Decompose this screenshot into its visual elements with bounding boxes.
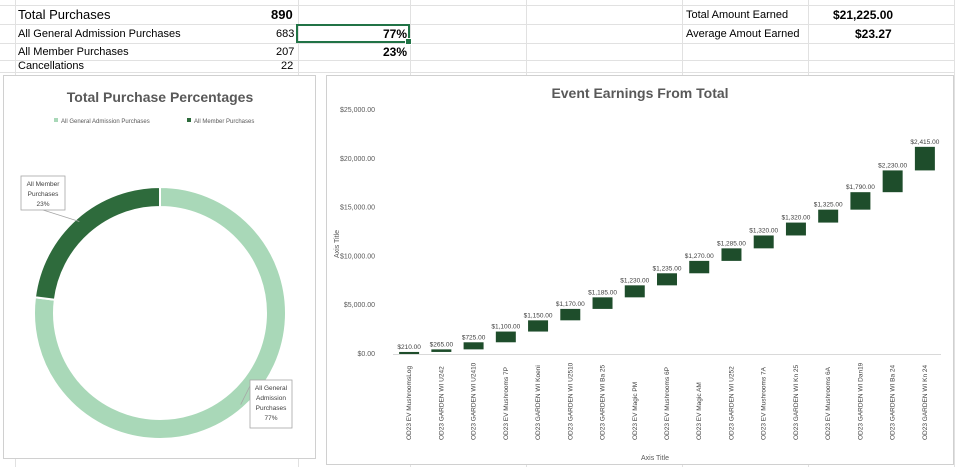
cell-cancellations-label[interactable]: Cancellations xyxy=(18,60,85,72)
waterfall-bar-2[interactable] xyxy=(431,349,452,352)
y-tick-label: $0.00 xyxy=(357,351,375,358)
callout-leader xyxy=(240,385,251,405)
cell-total-purchases-value[interactable]: 890 xyxy=(271,7,293,22)
waterfall-bar-14[interactable] xyxy=(818,209,839,223)
data-label-16: $2,230.00 xyxy=(878,162,907,169)
doughnut-chart-title: Total Purchase Percentages xyxy=(67,89,254,105)
data-label-10: $1,270.00 xyxy=(685,253,714,260)
x-tick-label-3: OD23 GARDEN WI U2410 xyxy=(471,362,478,440)
data-callout-2[interactable]: All Member Purchases 23% xyxy=(20,175,80,222)
waterfall-chart-title: Event Earnings From Total xyxy=(551,85,728,101)
selected-cell[interactable] xyxy=(296,24,412,45)
x-tick-label-5: OD23 GARDEN WI Koeni xyxy=(535,365,542,440)
waterfall-bar-9[interactable] xyxy=(657,273,677,286)
callout-leader xyxy=(42,209,80,222)
waterfall-chart-canvas: Event Earnings From Total Axis Title Axi… xyxy=(334,85,941,462)
y-tick-label: $15,000.00 xyxy=(340,205,375,212)
cell-total-purchases-label[interactable]: Total Purchases xyxy=(18,7,111,22)
cell-average-earned-label[interactable]: Average Amout Earned xyxy=(686,28,800,40)
waterfall-bar-15[interactable] xyxy=(850,192,871,210)
data-label-1: $210.00 xyxy=(397,344,421,351)
x-tick-label-12: OD23 EV Mushrooms 7A xyxy=(761,366,768,440)
waterfall-bar-8[interactable] xyxy=(624,285,645,298)
fill-handle[interactable] xyxy=(405,38,412,45)
data-label-7: $1,185.00 xyxy=(588,289,617,296)
y-tick-label: $25,000.00 xyxy=(340,107,375,114)
data-label-15: $1,790.00 xyxy=(846,184,875,191)
data-label-17: $2,415.00 xyxy=(910,139,939,146)
waterfall-bar-1[interactable] xyxy=(399,351,420,354)
doughnut-slice-1[interactable] xyxy=(33,185,287,440)
waterfall-bar-13[interactable] xyxy=(785,222,806,236)
waterfall-bar-4[interactable] xyxy=(495,331,516,343)
data-label-9: $1,235.00 xyxy=(653,265,682,272)
waterfall-chart[interactable]: Event Earnings From Total Axis Title Axi… xyxy=(326,75,954,465)
waterfall-bar-17[interactable] xyxy=(914,146,935,171)
waterfall-bar-12[interactable] xyxy=(753,235,774,249)
waterfall-bar-11[interactable] xyxy=(721,248,742,261)
cell-cancellations-value[interactable]: 22 xyxy=(281,60,294,72)
cell-total-earned-label[interactable]: Total Amount Earned xyxy=(686,9,789,21)
y-axis-title: Axis Title xyxy=(334,230,341,258)
cell-member-label[interactable]: All Member Purchases xyxy=(18,46,129,58)
waterfall-bar-7[interactable] xyxy=(592,297,613,309)
data-label-3: $725.00 xyxy=(462,334,486,341)
data-label-5: $1,150.00 xyxy=(524,312,553,319)
waterfall-bar-5[interactable] xyxy=(528,320,549,332)
data-label-11: $1,285.00 xyxy=(717,240,746,247)
waterfall-bar-16[interactable] xyxy=(882,170,903,193)
doughnut-chart[interactable]: Total Purchase Percentages All General A… xyxy=(3,75,316,459)
cell-general-admission-percent[interactable]: 77% xyxy=(383,27,408,41)
callout-text: All General Admission Purchases 77% xyxy=(255,385,288,422)
x-tick-label-1: OD23 EV MushroomsLog xyxy=(406,366,413,440)
x-tick-label-17: OD23 GARDEN WI Kn 24 xyxy=(922,364,929,440)
x-tick-label-11: OD23 GARDEN WI U252 xyxy=(728,366,735,440)
x-tick-label-15: OD23 GARDEN WI Dan19 xyxy=(857,362,864,440)
waterfall-bar-10[interactable] xyxy=(689,260,710,274)
data-label-4: $1,100.00 xyxy=(491,324,520,331)
callout-box xyxy=(249,379,293,429)
waterfall-bar-6[interactable] xyxy=(560,308,581,321)
data-label-12: $1,320.00 xyxy=(749,227,778,234)
x-tick-label-7: OD23 GARDEN WI Ba 25 xyxy=(600,364,607,440)
doughnut-slice-2[interactable] xyxy=(33,185,161,301)
x-tick-label-14: OD23 EV Mushrooms 6A xyxy=(825,366,832,440)
x-tick-label-8: OD23 EV Magic PM xyxy=(632,382,639,440)
y-tick-label: $20,000.00 xyxy=(340,156,375,163)
cell-average-earned-value[interactable]: $23.27 xyxy=(855,27,892,41)
data-label-14: $1,325.00 xyxy=(814,202,843,209)
x-tick-label-4: OD23 EV Mushrooms 7P xyxy=(503,367,510,440)
callout-box xyxy=(20,175,66,211)
x-tick-label-6: OD23 GARDEN WI U2510 xyxy=(567,362,574,440)
x-tick-label-10: OD23 EV Magic AM xyxy=(696,382,703,440)
x-tick-label-2: OD23 GARDEN WI U242 xyxy=(438,366,445,440)
cell-general-admission-label[interactable]: All General Admission Purchases xyxy=(18,28,181,40)
data-label-8: $1,230.00 xyxy=(620,277,649,284)
data-callout-1[interactable]: All General Admission Purchases 77% xyxy=(240,379,293,429)
legend-swatch-2 xyxy=(187,118,191,122)
data-label-2: $265.00 xyxy=(430,341,454,348)
legend-swatch-1 xyxy=(54,118,58,122)
cell-total-earned-value[interactable]: $21,225.00 xyxy=(833,8,894,22)
y-tick-label: $5,000.00 xyxy=(344,302,375,309)
cell-member-percent[interactable]: 23% xyxy=(383,45,408,59)
x-tick-label-9: OD23 EV Mushrooms 6P xyxy=(664,367,671,440)
waterfall-bar-3[interactable] xyxy=(463,342,484,350)
x-axis-title: Axis Title xyxy=(641,455,669,462)
callout-text: All Member Purchases 23% xyxy=(27,181,61,208)
legend-entry-2[interactable]: All Member Purchases xyxy=(194,119,254,125)
doughnut-chart-canvas: Total Purchase Percentages All General A… xyxy=(20,89,293,440)
cell-member-value[interactable]: 207 xyxy=(276,46,295,58)
x-tick-label-16: OD23 GARDEN WI Ba 24 xyxy=(890,364,897,440)
cell-general-admission-value[interactable]: 683 xyxy=(276,28,295,40)
data-label-6: $1,170.00 xyxy=(556,301,585,308)
legend-entry-1[interactable]: All General Admission Purchases xyxy=(61,119,150,125)
data-label-13: $1,320.00 xyxy=(781,215,810,222)
y-tick-label: $10,000.00 xyxy=(340,253,375,260)
x-tick-label-13: OD23 GARDEN WI Kn 25 xyxy=(793,364,800,440)
